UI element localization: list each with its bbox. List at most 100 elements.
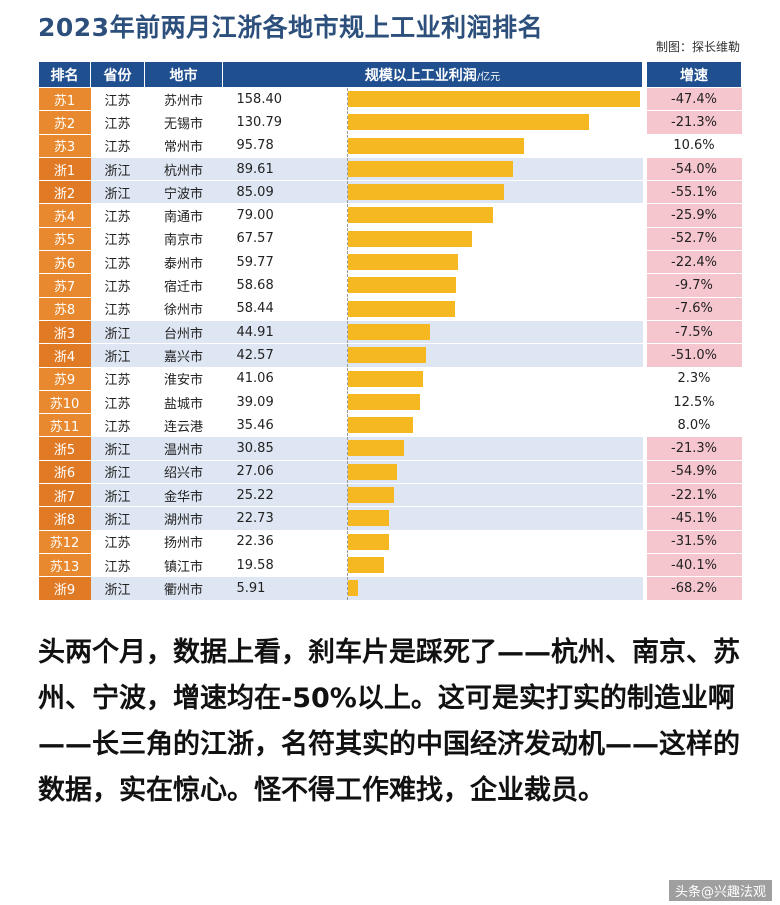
city-cell: 温州市 — [144, 436, 223, 461]
bar-axis-line — [346, 367, 349, 390]
rank-cell: 浙5 — [38, 436, 91, 461]
profit-cell: 42.57 — [222, 343, 643, 368]
province-cell: 浙江 — [90, 483, 145, 508]
row-separator — [642, 203, 647, 228]
row-separator — [642, 87, 647, 112]
profit-value-label: 22.73 — [236, 510, 274, 526]
table-row: 苏13 江苏 镇江市 19.58 -40.1% — [38, 553, 742, 578]
row-separator — [642, 367, 647, 391]
bar-axis-line — [346, 297, 349, 320]
profit-bar — [347, 417, 413, 434]
bar-axis-line — [346, 251, 349, 274]
header-province: 省份 — [90, 61, 145, 88]
rank-cell: 苏8 — [38, 297, 91, 321]
rank-cell: 苏1 — [38, 87, 91, 112]
bar-axis-line — [346, 507, 349, 530]
profit-value-label: 58.44 — [236, 301, 274, 317]
profit-value-label: 85.09 — [236, 184, 274, 200]
profit-value-label: 95.78 — [236, 138, 274, 154]
table-row: 苏1 江苏 苏州市 158.40 -47.4% — [38, 87, 742, 112]
profit-bar — [347, 114, 589, 131]
profit-value-label: 130.79 — [236, 114, 283, 130]
profit-bar — [347, 230, 473, 247]
profit-value-label: 67.57 — [236, 231, 274, 247]
province-cell: 江苏 — [90, 553, 145, 578]
row-separator — [642, 553, 647, 578]
row-separator — [642, 413, 647, 438]
profit-bar — [347, 393, 420, 410]
province-cell: 江苏 — [90, 530, 145, 554]
profit-value-label: 89.61 — [236, 161, 274, 177]
city-cell: 湖州市 — [144, 506, 223, 531]
bar-axis-line — [346, 414, 349, 437]
profit-cell: 25.22 — [222, 483, 643, 508]
row-separator — [642, 576, 647, 601]
rank-cell: 苏7 — [38, 273, 91, 298]
growth-cell: -51.0% — [646, 343, 742, 368]
rank-cell: 浙2 — [38, 180, 91, 205]
table-row: 苏11 江苏 连云港 35.46 8.0% — [38, 413, 742, 438]
profit-value-label: 22.36 — [236, 534, 274, 550]
bar-axis-line — [346, 553, 349, 577]
province-cell: 江苏 — [90, 250, 145, 275]
profit-value-label: 5.91 — [236, 580, 266, 596]
province-cell: 江苏 — [90, 367, 145, 391]
bar-axis-line — [346, 437, 349, 460]
rank-cell: 浙9 — [38, 576, 91, 601]
profit-value-label: 35.46 — [236, 417, 274, 433]
header-growth: 增速 — [646, 61, 742, 88]
row-separator — [642, 436, 647, 461]
header-profit-label: 规模以上工业利润 — [364, 67, 477, 84]
table-row: 浙1 浙江 杭州市 89.61 -54.0% — [38, 157, 742, 182]
table-row: 苏6 江苏 泰州市 59.77 -22.4% — [38, 250, 742, 275]
chart-credit: 制图：探长维勒 — [655, 40, 740, 54]
profit-value-label: 25.22 — [236, 487, 274, 503]
profit-bar — [347, 137, 525, 154]
rank-cell: 浙6 — [38, 460, 91, 485]
city-cell: 镇江市 — [144, 553, 223, 578]
province-cell: 江苏 — [90, 134, 145, 158]
province-cell: 江苏 — [90, 87, 145, 112]
profit-cell: 44.91 — [222, 320, 643, 345]
table-row: 苏7 江苏 宿迁市 58.68 -9.7% — [38, 273, 742, 298]
profit-cell: 27.06 — [222, 460, 643, 485]
city-cell: 金华市 — [144, 483, 223, 508]
province-cell: 江苏 — [90, 273, 145, 298]
row-separator — [642, 483, 647, 508]
table-row: 苏8 江苏 徐州市 58.44 -7.6% — [38, 297, 742, 321]
city-cell: 连云港 — [144, 413, 223, 438]
profit-bar — [347, 533, 389, 550]
profit-cell: 85.09 — [222, 180, 643, 205]
growth-cell: -21.3% — [646, 436, 742, 461]
city-cell: 杭州市 — [144, 157, 223, 182]
profit-bar — [347, 440, 405, 457]
table-row: 浙9 浙江 衢州市 5.91 -68.2% — [38, 576, 742, 601]
profit-cell: 58.44 — [222, 297, 643, 321]
growth-cell: -68.2% — [646, 576, 742, 601]
ranking-table-container: 排名 省份 地市 规模以上工业利润/亿元 增速 苏1 江苏 苏州市 158.40 -47… — [38, 61, 742, 601]
profit-cell: 22.73 — [222, 506, 643, 531]
rank-cell: 苏10 — [38, 390, 91, 415]
header-profit-unit: /亿元 — [476, 71, 501, 83]
rank-cell: 苏5 — [38, 227, 91, 252]
profit-bar — [347, 510, 390, 527]
city-cell: 宁波市 — [144, 180, 223, 205]
profit-value-label: 41.06 — [236, 371, 274, 387]
row-separator — [642, 343, 647, 368]
growth-cell: 12.5% — [646, 390, 742, 415]
bar-axis-line — [346, 274, 349, 297]
commentary-text: 头两个月，数据上看，刹车片是踩死了——杭州、南京、苏州、宁波，增速均在-50%以… — [38, 637, 740, 806]
bar-axis-line — [346, 111, 349, 134]
row-separator — [642, 297, 647, 321]
province-cell: 浙江 — [90, 436, 145, 461]
table-row: 苏5 江苏 南京市 67.57 -52.7% — [38, 227, 742, 252]
profit-bar — [347, 487, 394, 504]
bar-axis-line — [346, 530, 349, 553]
profit-bar — [347, 277, 456, 294]
table-header-row: 排名 省份 地市 规模以上工业利润/亿元 增速 — [38, 61, 742, 88]
chart-title: 2023年前两月江浙各地市规上工业利润排名 — [38, 13, 544, 42]
city-cell: 南京市 — [144, 227, 223, 252]
profit-cell: 5.91 — [222, 576, 643, 601]
profit-bar — [347, 347, 426, 364]
table-row: 浙3 浙江 台州市 44.91 -7.5% — [38, 320, 742, 345]
